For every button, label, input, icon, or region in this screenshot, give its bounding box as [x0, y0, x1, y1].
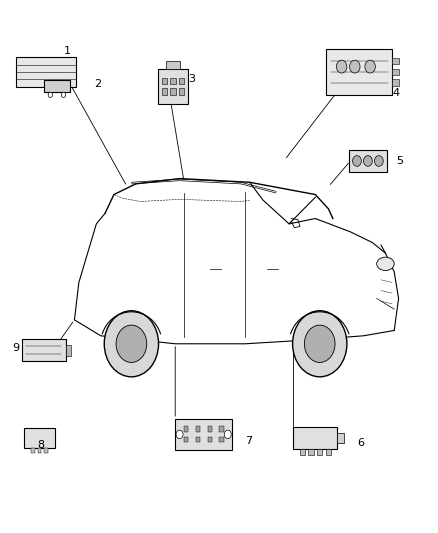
- Text: 6: 6: [357, 439, 364, 448]
- Ellipse shape: [377, 257, 394, 271]
- Bar: [162, 88, 167, 95]
- Bar: [24, 428, 55, 448]
- Bar: [170, 88, 176, 95]
- Bar: [308, 449, 314, 455]
- Bar: [392, 79, 399, 86]
- Text: 2: 2: [94, 79, 101, 88]
- Bar: [350, 150, 386, 172]
- Bar: [317, 449, 322, 455]
- Circle shape: [293, 311, 347, 377]
- Bar: [326, 449, 331, 455]
- Circle shape: [365, 60, 375, 73]
- Bar: [196, 426, 200, 432]
- Text: 7: 7: [245, 437, 252, 446]
- Bar: [16, 58, 76, 86]
- Bar: [22, 339, 66, 361]
- Bar: [196, 437, 200, 442]
- Bar: [208, 426, 212, 432]
- Bar: [184, 437, 188, 442]
- Bar: [392, 58, 399, 64]
- Bar: [31, 448, 35, 453]
- Bar: [162, 78, 167, 84]
- Text: 3: 3: [188, 74, 195, 84]
- Text: 4: 4: [392, 88, 399, 98]
- Bar: [326, 50, 392, 95]
- Bar: [219, 426, 224, 432]
- Circle shape: [48, 92, 53, 98]
- Bar: [219, 437, 224, 442]
- Bar: [184, 426, 188, 432]
- Bar: [337, 433, 344, 443]
- Circle shape: [61, 92, 66, 98]
- Bar: [293, 427, 337, 449]
- Bar: [44, 80, 70, 92]
- Circle shape: [176, 430, 183, 439]
- Circle shape: [374, 156, 383, 166]
- Circle shape: [224, 430, 231, 439]
- Circle shape: [104, 311, 159, 377]
- Text: 1: 1: [64, 46, 71, 55]
- Circle shape: [116, 325, 147, 362]
- Circle shape: [350, 60, 360, 73]
- Bar: [208, 437, 212, 442]
- Bar: [170, 78, 176, 84]
- Text: 8: 8: [37, 440, 44, 450]
- Bar: [179, 78, 184, 84]
- Bar: [166, 61, 180, 69]
- Text: 9: 9: [13, 343, 20, 352]
- Circle shape: [364, 156, 372, 166]
- Bar: [66, 345, 71, 356]
- Bar: [175, 419, 232, 450]
- Bar: [179, 88, 184, 95]
- Circle shape: [353, 156, 361, 166]
- Text: 5: 5: [396, 156, 403, 166]
- Bar: [300, 449, 305, 455]
- Circle shape: [304, 325, 335, 362]
- Circle shape: [336, 60, 347, 73]
- Bar: [38, 448, 41, 453]
- Bar: [44, 448, 48, 453]
- Bar: [392, 69, 399, 75]
- Bar: [158, 69, 188, 103]
